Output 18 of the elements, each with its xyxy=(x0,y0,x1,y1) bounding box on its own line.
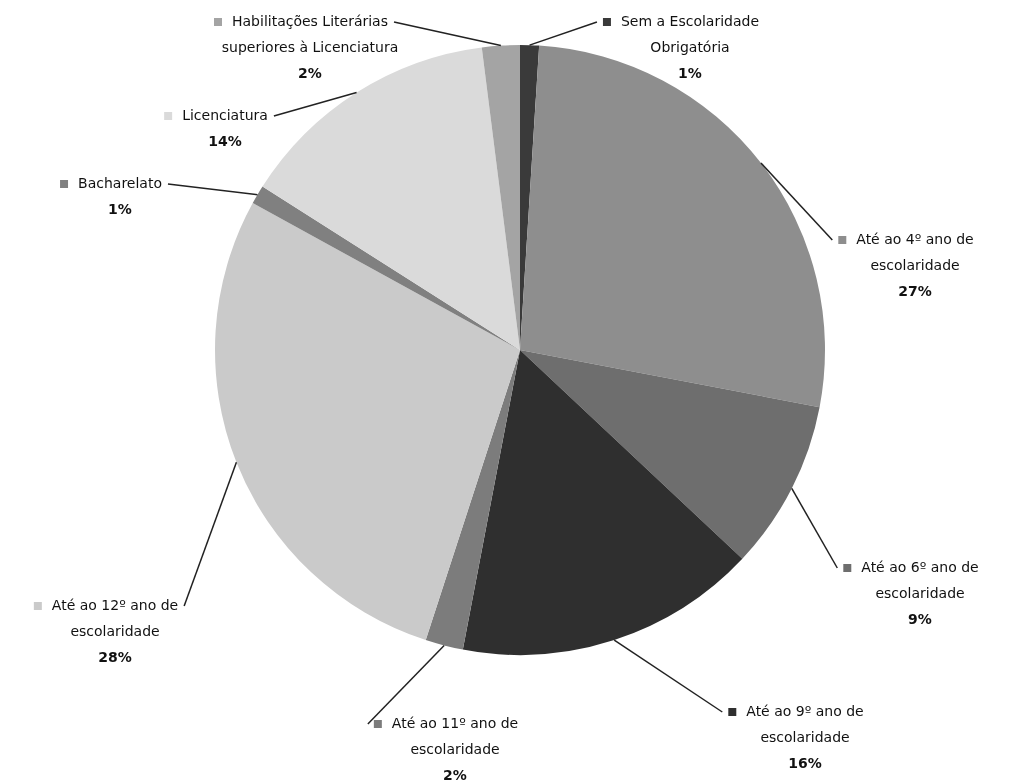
data-label: 28% xyxy=(98,648,132,665)
legend-label: Bacharelato xyxy=(78,174,162,191)
data-label: 9% xyxy=(908,610,932,627)
data-label: 27% xyxy=(898,282,932,299)
data-label: 16% xyxy=(788,754,822,771)
data-label: 2% xyxy=(443,766,467,782)
legend-label: Até ao 12º ano de escolaridade xyxy=(51,596,179,639)
legend-label: Licenciatura xyxy=(182,106,268,123)
data-label: 1% xyxy=(108,200,132,217)
data-label: 1% xyxy=(678,64,702,81)
legend-label: Até ao 6º ano de escolaridade xyxy=(861,558,979,601)
legend-label: Até ao 11º ano de escolaridade xyxy=(391,714,519,757)
legend-label: Sem a Escolaridade Obrigatória xyxy=(620,12,760,55)
data-label: 2% xyxy=(298,64,322,81)
data-label: 14% xyxy=(208,132,242,149)
legend-label: Até ao 9º ano de escolaridade xyxy=(746,702,864,745)
legend-label: Habilitações Literárias superiores à Licenciatura xyxy=(221,12,399,55)
legend-label: Até ao 4º ano de escolaridade xyxy=(856,230,974,273)
